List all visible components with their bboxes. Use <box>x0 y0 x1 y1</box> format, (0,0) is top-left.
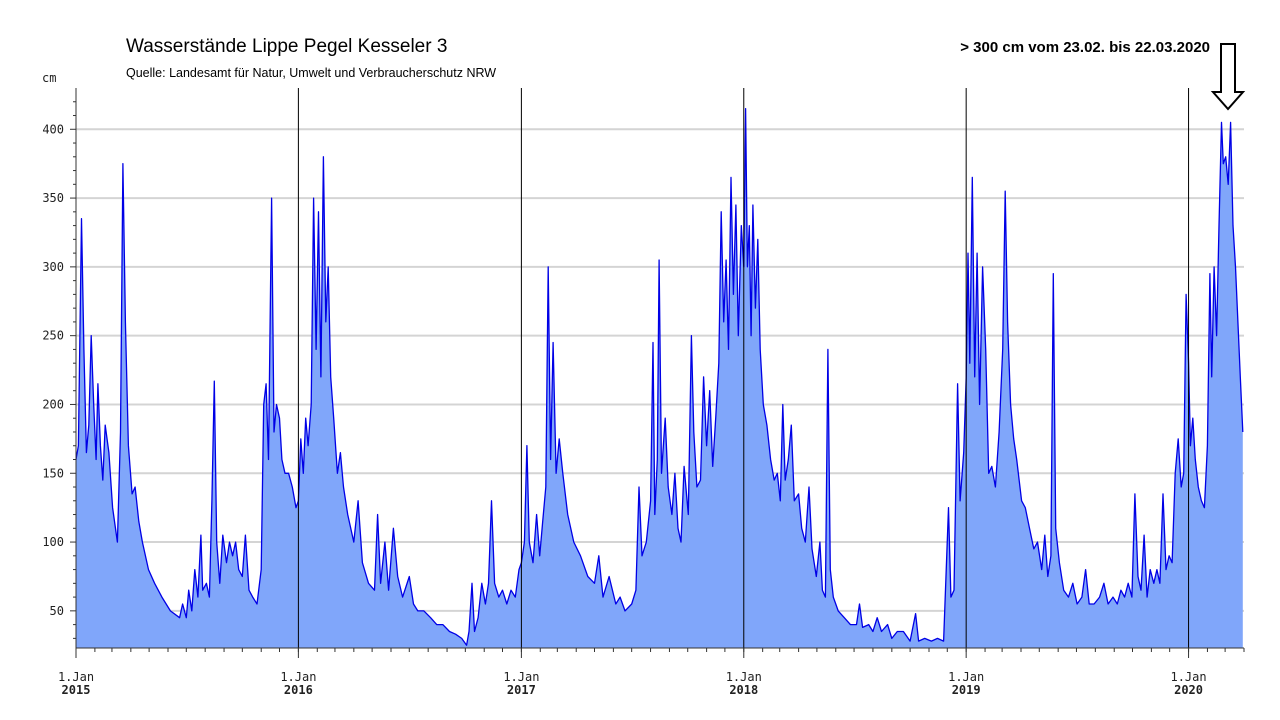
x-tick-label: 1.Jan <box>280 670 316 684</box>
down-arrow-icon <box>1210 43 1246 111</box>
x-tick-year: 2017 <box>507 683 536 697</box>
x-tick-label: 1.Jan <box>1170 670 1206 684</box>
y-tick-label: 50 <box>50 604 64 618</box>
y-tick-label: 250 <box>42 329 64 343</box>
x-tick-year: 2019 <box>952 683 981 697</box>
y-tick-label: 150 <box>42 466 64 480</box>
plot-area <box>75 107 1244 649</box>
axes: 501001502002503003504001.Jan20151.Jan201… <box>42 88 1245 697</box>
y-tick-label: 100 <box>42 535 64 549</box>
x-tick-label: 1.Jan <box>948 670 984 684</box>
x-tick-year: 2018 <box>729 683 758 697</box>
series-line <box>75 107 1244 646</box>
y-tick-label: 300 <box>42 260 64 274</box>
y-axis-label: cm <box>42 71 56 85</box>
x-tick-year: 2015 <box>62 683 91 697</box>
x-tick-label: 1.Jan <box>726 670 762 684</box>
y-tick-label: 400 <box>42 122 64 136</box>
chart-title: Wasserstände Lippe Pegel Kesseler 3 <box>126 36 448 57</box>
year-lines <box>297 88 1190 648</box>
series-area <box>76 108 1243 649</box>
y-tick-label: 350 <box>42 191 64 205</box>
x-tick-label: 1.Jan <box>503 670 539 684</box>
chart-annotation: > 300 cm vom 23.02. bis 22.03.2020 <box>960 39 1210 56</box>
x-tick-year: 2016 <box>284 683 313 697</box>
chart-subtitle: Quelle: Landesamt für Natur, Umwelt und … <box>126 66 497 80</box>
x-tick-label: 1.Jan <box>58 670 94 684</box>
y-tick-label: 200 <box>42 397 64 411</box>
x-tick-year: 2020 <box>1174 683 1203 697</box>
